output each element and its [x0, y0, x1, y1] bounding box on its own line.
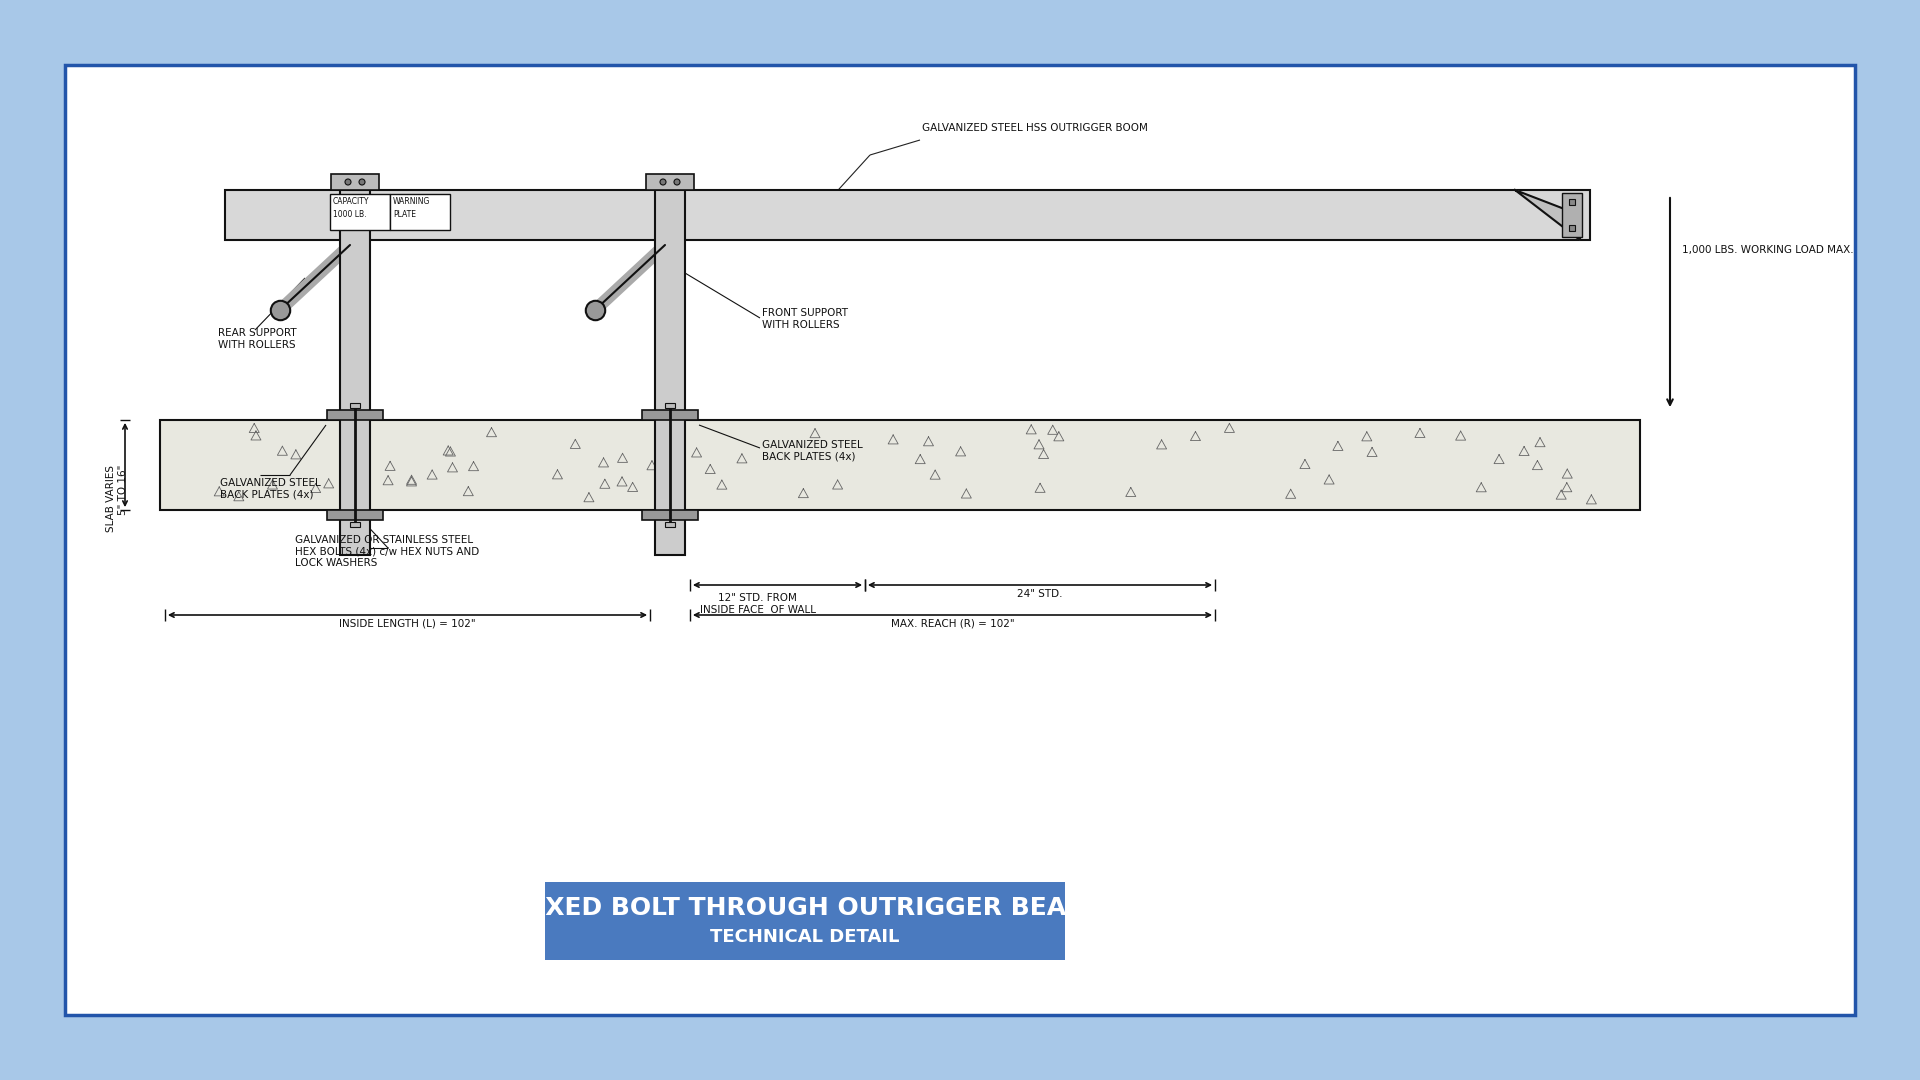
- Bar: [664, 522, 676, 527]
- Circle shape: [674, 179, 680, 185]
- Text: 24" STD.: 24" STD.: [1018, 589, 1064, 599]
- Text: TECHNICAL DETAIL: TECHNICAL DETAIL: [710, 928, 900, 946]
- Text: FRONT SUPPORT
WITH ROLLERS: FRONT SUPPORT WITH ROLLERS: [762, 308, 849, 329]
- Bar: [159, 420, 1640, 510]
- Bar: [225, 190, 1590, 240]
- Text: CAPACITY: CAPACITY: [332, 197, 369, 206]
- Bar: [664, 403, 676, 408]
- Bar: [326, 510, 382, 519]
- Text: 1,000 LBS. WORKING LOAD MAX.: 1,000 LBS. WORKING LOAD MAX.: [1682, 245, 1853, 255]
- Text: GALVANIZED STEEL HSS OUTRIGGER BOOM: GALVANIZED STEEL HSS OUTRIGGER BOOM: [922, 123, 1148, 133]
- Circle shape: [359, 179, 365, 185]
- Text: SLAB VARIES
5" TO 16": SLAB VARIES 5" TO 16": [106, 465, 129, 532]
- Bar: [641, 410, 699, 420]
- Bar: [545, 882, 1066, 960]
- Circle shape: [346, 179, 351, 185]
- Circle shape: [660, 179, 666, 185]
- Bar: [65, 65, 1855, 1015]
- Bar: [645, 174, 693, 190]
- Bar: [330, 174, 378, 190]
- Text: GALVANIZED STEEL
BACK PLATES (4x): GALVANIZED STEEL BACK PLATES (4x): [221, 478, 321, 500]
- Polygon shape: [1515, 190, 1580, 240]
- Text: MAX. REACH (R) = 102": MAX. REACH (R) = 102": [891, 619, 1014, 629]
- Text: FIXED BOLT THROUGH OUTRIGGER BEAM: FIXED BOLT THROUGH OUTRIGGER BEAM: [518, 896, 1091, 920]
- Bar: [655, 190, 685, 555]
- Bar: [641, 510, 699, 519]
- Bar: [349, 522, 361, 527]
- Text: WARNING: WARNING: [394, 197, 430, 206]
- Bar: [326, 410, 382, 420]
- Text: 1000 LB.: 1000 LB.: [332, 210, 367, 219]
- Text: GALVANIZED OR STAINLESS STEEL
HEX BOLTS (4x) c/w HEX NUTS AND
LOCK WASHERS: GALVANIZED OR STAINLESS STEEL HEX BOLTS …: [296, 535, 480, 568]
- Bar: [330, 194, 390, 230]
- Bar: [349, 403, 361, 408]
- Text: REAR SUPPORT
WITH ROLLERS: REAR SUPPORT WITH ROLLERS: [219, 328, 296, 350]
- Bar: [1563, 193, 1582, 237]
- Bar: [390, 194, 449, 230]
- Text: INSIDE LENGTH (L) = 102": INSIDE LENGTH (L) = 102": [340, 619, 476, 629]
- Text: 12" STD. FROM
INSIDE FACE  OF WALL: 12" STD. FROM INSIDE FACE OF WALL: [699, 593, 816, 615]
- Text: PLATE: PLATE: [394, 210, 417, 219]
- Text: GALVANIZED STEEL
BACK PLATES (4x): GALVANIZED STEEL BACK PLATES (4x): [762, 440, 862, 461]
- Bar: [340, 190, 371, 555]
